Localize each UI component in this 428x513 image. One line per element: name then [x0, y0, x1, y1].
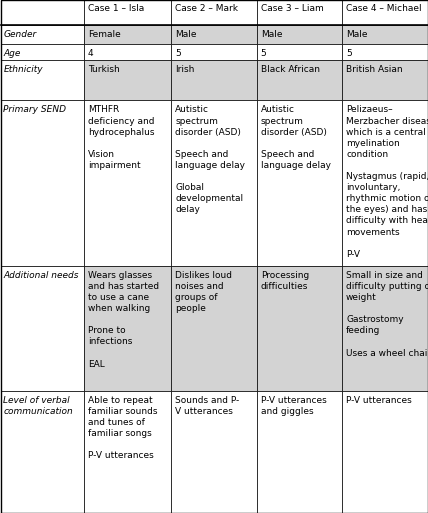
Text: 4: 4	[88, 49, 93, 58]
Bar	[0, 26, 84, 44]
Bar	[84, 391, 171, 512]
Bar	[84, 101, 171, 266]
Text: Processing
difficulties: Processing difficulties	[261, 271, 309, 291]
Bar	[171, 44, 257, 60]
Bar	[171, 266, 257, 391]
Bar	[171, 1, 257, 26]
Text: Case 1 – Isla: Case 1 – Isla	[88, 5, 144, 13]
Bar	[257, 26, 342, 44]
Bar	[0, 44, 84, 60]
Bar	[0, 266, 84, 391]
Bar	[342, 26, 428, 44]
Bar	[257, 44, 342, 60]
Bar	[257, 391, 342, 512]
Text: 5: 5	[175, 49, 181, 58]
Bar	[257, 60, 342, 101]
Text: Level of verbal
communication: Level of verbal communication	[3, 396, 73, 416]
Bar	[84, 60, 171, 101]
Text: Case 3 – Liam: Case 3 – Liam	[261, 5, 324, 13]
Bar	[342, 60, 428, 101]
Bar	[0, 60, 84, 101]
Text: Ethnicity: Ethnicity	[3, 65, 43, 74]
Text: British Asian: British Asian	[346, 65, 403, 74]
Bar	[171, 101, 257, 266]
Text: Irish: Irish	[175, 65, 195, 74]
Bar	[257, 266, 342, 391]
Text: P-V utterances: P-V utterances	[346, 396, 412, 405]
Text: Gender: Gender	[3, 30, 37, 40]
Text: 5: 5	[346, 49, 352, 58]
Text: Case 2 – Mark: Case 2 – Mark	[175, 5, 238, 13]
Text: Turkish: Turkish	[88, 65, 119, 74]
Text: Age: Age	[3, 49, 21, 58]
Text: Autistic
spectrum
disorder (ASD)

Speech and
language delay

Global
developmenta: Autistic spectrum disorder (ASD) Speech …	[175, 105, 245, 214]
Bar	[257, 1, 342, 26]
Bar	[84, 26, 171, 44]
Bar	[0, 101, 84, 266]
Text: Wears glasses
and has started
to use a cane
when walking

Prone to
infections

E: Wears glasses and has started to use a c…	[88, 271, 159, 369]
Bar	[171, 60, 257, 101]
Bar	[84, 266, 171, 391]
Bar	[0, 391, 84, 512]
Text: Black African: Black African	[261, 65, 320, 74]
Bar	[84, 44, 171, 60]
Text: Primary SEND: Primary SEND	[3, 105, 66, 114]
Text: Male: Male	[175, 30, 197, 40]
Text: MTHFR
deficiency and
hydrocephalus

Vision
impairment: MTHFR deficiency and hydrocephalus Visio…	[88, 105, 154, 170]
Bar	[342, 266, 428, 391]
Bar	[342, 1, 428, 26]
Bar	[342, 101, 428, 266]
Bar	[342, 391, 428, 512]
Text: Male: Male	[346, 30, 368, 40]
Text: Sounds and P-
V utterances: Sounds and P- V utterances	[175, 396, 240, 416]
Bar	[342, 44, 428, 60]
Text: Case 4 – Michael: Case 4 – Michael	[346, 5, 422, 13]
Bar	[257, 101, 342, 266]
Text: 5: 5	[261, 49, 267, 58]
Bar	[0, 1, 84, 26]
Bar	[171, 391, 257, 512]
Text: Female: Female	[88, 30, 121, 40]
Text: Autistic
spectrum
disorder (ASD)

Speech and
language delay: Autistic spectrum disorder (ASD) Speech …	[261, 105, 331, 170]
Bar	[84, 1, 171, 26]
Bar	[171, 26, 257, 44]
Text: Male: Male	[261, 30, 282, 40]
Text: Small in size and
difficulty putting on
weight

Gastrostomy
feeding

Uses a whee: Small in size and difficulty putting on …	[346, 271, 428, 358]
Text: Additional needs: Additional needs	[3, 271, 79, 280]
Text: Able to repeat
familiar sounds
and tunes of
familiar songs

P-V utterances: Able to repeat familiar sounds and tunes…	[88, 396, 157, 460]
Text: Dislikes loud
noises and
groups of
people: Dislikes loud noises and groups of peopl…	[175, 271, 232, 313]
Text: P-V utterances
and giggles: P-V utterances and giggles	[261, 396, 327, 416]
Text: Pelizaeus–
Merzbacher disease,
which is a central
myelination
condition

Nystagm: Pelizaeus– Merzbacher disease, which is …	[346, 105, 428, 259]
